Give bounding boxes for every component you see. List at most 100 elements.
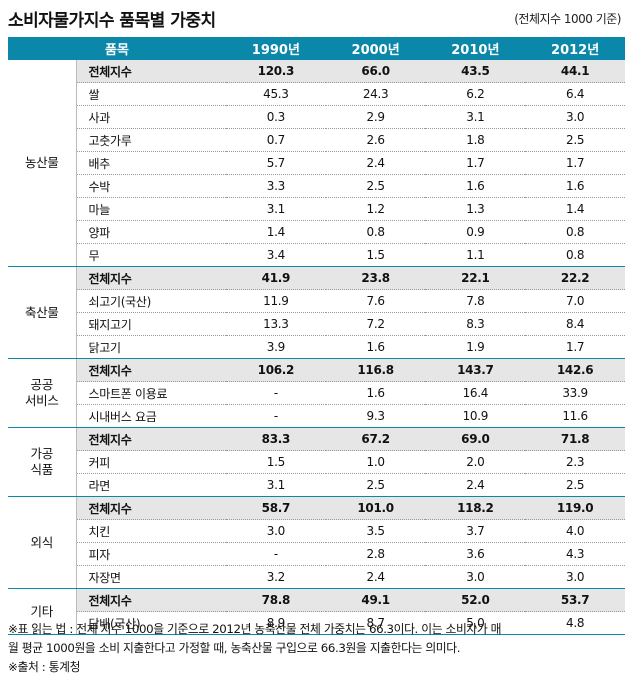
item-cell: 전체지수 <box>76 60 227 83</box>
value-cell: - <box>226 381 326 405</box>
value-cell: 1.1 <box>425 243 526 267</box>
table-row: 시내버스 요금 -9.3 10.9 11.6 <box>8 404 625 428</box>
value-cell: 0.3 <box>226 105 326 129</box>
category-cell: 기타 <box>8 588 77 635</box>
item-cell: 전체지수 <box>76 427 227 451</box>
value-cell: 8.9 <box>226 611 326 635</box>
item-cell: 커피 <box>76 450 227 474</box>
value-cell: 1.7 <box>525 151 625 175</box>
value-cell: 2.5 <box>525 473 625 497</box>
value-cell: 3.2 <box>226 565 326 589</box>
table-row: 수박 3.3 2.5 1.6 1.6 <box>8 174 625 198</box>
table-row: 커피 1.5 1.0 2.0 2.3 <box>8 450 625 474</box>
value-cell: 7.8 <box>425 289 526 313</box>
item-cell: 쌀 <box>76 82 227 106</box>
value-cell: 1.7 <box>525 335 625 359</box>
total-row: 기타 전체지수 78.8 49.1 52.0 53.7 <box>8 588 625 635</box>
value-cell: 9.3 <box>325 404 426 428</box>
item-cell: 양파 <box>76 220 227 244</box>
table-row: 스마트폰 이용료 -1.6 16.4 33.9 <box>8 381 625 405</box>
value-cell: 2.4 <box>325 565 426 589</box>
footnote-line-1: ※표 읽는 법 : 전체 지수 1000을 기준으로 2012년 농축산물 전체… <box>8 622 502 636</box>
value-cell: 3.0 <box>525 565 625 589</box>
value-cell: 2.6 <box>325 128 426 152</box>
value-cell: 2.5 <box>325 174 426 198</box>
value-cell: 120.3 <box>226 60 326 83</box>
value-cell: 0.8 <box>525 220 625 244</box>
value-cell: 71.8 <box>525 427 625 451</box>
item-cell: 라면 <box>76 473 227 497</box>
value-cell: 1.2 <box>325 197 426 221</box>
table-row: 자장면 3.2 2.4 3.0 3.0 <box>8 565 625 589</box>
value-cell: 5.0 <box>425 611 526 635</box>
value-cell: 0.8 <box>325 220 426 244</box>
value-cell: 2.3 <box>525 450 625 474</box>
value-cell: 1.3 <box>425 197 526 221</box>
value-cell: 3.0 <box>425 565 526 589</box>
table-row: 치킨 3.0 3.5 3.7 4.0 <box>8 519 625 543</box>
item-cell: 전체지수 <box>76 588 227 612</box>
value-cell: - <box>226 542 326 566</box>
value-cell: 3.3 <box>226 174 326 198</box>
item-cell: 무 <box>76 243 227 267</box>
category-cell: 외식 <box>8 496 77 589</box>
item-cell: 마늘 <box>76 197 227 221</box>
value-cell: 2.0 <box>425 450 526 474</box>
item-cell: 배추 <box>76 151 227 175</box>
value-cell: 22.2 <box>525 266 625 290</box>
value-cell: 3.7 <box>425 519 526 543</box>
value-cell: 41.9 <box>226 266 326 290</box>
value-cell: 1.9 <box>425 335 526 359</box>
value-cell: 0.9 <box>425 220 526 244</box>
item-cell: 수박 <box>76 174 227 198</box>
value-cell: 11.6 <box>525 404 625 428</box>
value-cell: 33.9 <box>525 381 625 405</box>
table-row: 피자 -2.8 3.6 4.3 <box>8 542 625 566</box>
value-cell: 16.4 <box>425 381 526 405</box>
value-cell: 1.5 <box>226 450 326 474</box>
unit-note: (전체지수 1000 기준) <box>514 12 621 26</box>
value-cell: 10.9 <box>425 404 526 428</box>
header-1990: 1990년 <box>226 37 326 60</box>
item-cell: 담배(국산) <box>76 611 227 635</box>
table-row: 돼지고기 13.3 7.2 8.3 8.4 <box>8 312 625 336</box>
value-cell: 1.5 <box>325 243 426 267</box>
header-2010: 2010년 <box>425 37 526 60</box>
table-row: 마늘 3.1 1.2 1.3 1.4 <box>8 197 625 221</box>
value-cell: 53.7 <box>525 588 625 612</box>
footnote: ※표 읽는 법 : 전체 지수 1000을 기준으로 2012년 농축산물 전체… <box>8 620 628 677</box>
category-cell: 가공 식품 <box>8 427 77 497</box>
item-cell: 전체지수 <box>76 266 227 290</box>
value-cell: 0.8 <box>525 243 625 267</box>
value-cell: 58.7 <box>226 496 326 520</box>
value-cell: 1.7 <box>425 151 526 175</box>
item-cell: 쇠고기(국산) <box>76 289 227 313</box>
table-row: 배추 5.7 2.4 1.7 1.7 <box>8 151 625 175</box>
value-cell: 1.6 <box>325 381 426 405</box>
total-row: 공공 서비스 전체지수 106.2 116.8 143.7 142.6 <box>8 358 625 428</box>
source-note: ※출처 : 통계청 <box>8 660 81 674</box>
item-cell: 시내버스 요금 <box>76 404 227 428</box>
value-cell: 1.6 <box>525 174 625 198</box>
weights-table: 품목 1990년 2000년 2010년 2012년 농산물 전체지수 120.3 6… <box>8 37 625 635</box>
table-row: 담배(국산) 8.9 8.7 5.0 4.8 <box>8 611 625 635</box>
value-cell: - <box>226 404 326 428</box>
item-cell: 돼지고기 <box>76 312 227 336</box>
value-cell: 6.4 <box>525 82 625 106</box>
value-cell: 101.0 <box>325 496 426 520</box>
value-cell: 3.4 <box>226 243 326 267</box>
value-cell: 83.3 <box>226 427 326 451</box>
value-cell: 8.3 <box>425 312 526 336</box>
value-cell: 142.6 <box>525 358 625 382</box>
value-cell: 4.3 <box>525 542 625 566</box>
value-cell: 1.4 <box>525 197 625 221</box>
value-cell: 119.0 <box>525 496 625 520</box>
table-body: 농산물 전체지수 120.3 66.0 43.5 44.1 쌀 45.3 24.3 6.2 6.4 사… <box>8 60 625 635</box>
value-cell: 66.0 <box>325 60 426 83</box>
value-cell: 2.9 <box>325 105 426 129</box>
value-cell: 143.7 <box>425 358 526 382</box>
value-cell: 3.9 <box>226 335 326 359</box>
value-cell: 3.1 <box>226 473 326 497</box>
value-cell: 3.5 <box>325 519 426 543</box>
item-cell: 고춧가루 <box>76 128 227 152</box>
